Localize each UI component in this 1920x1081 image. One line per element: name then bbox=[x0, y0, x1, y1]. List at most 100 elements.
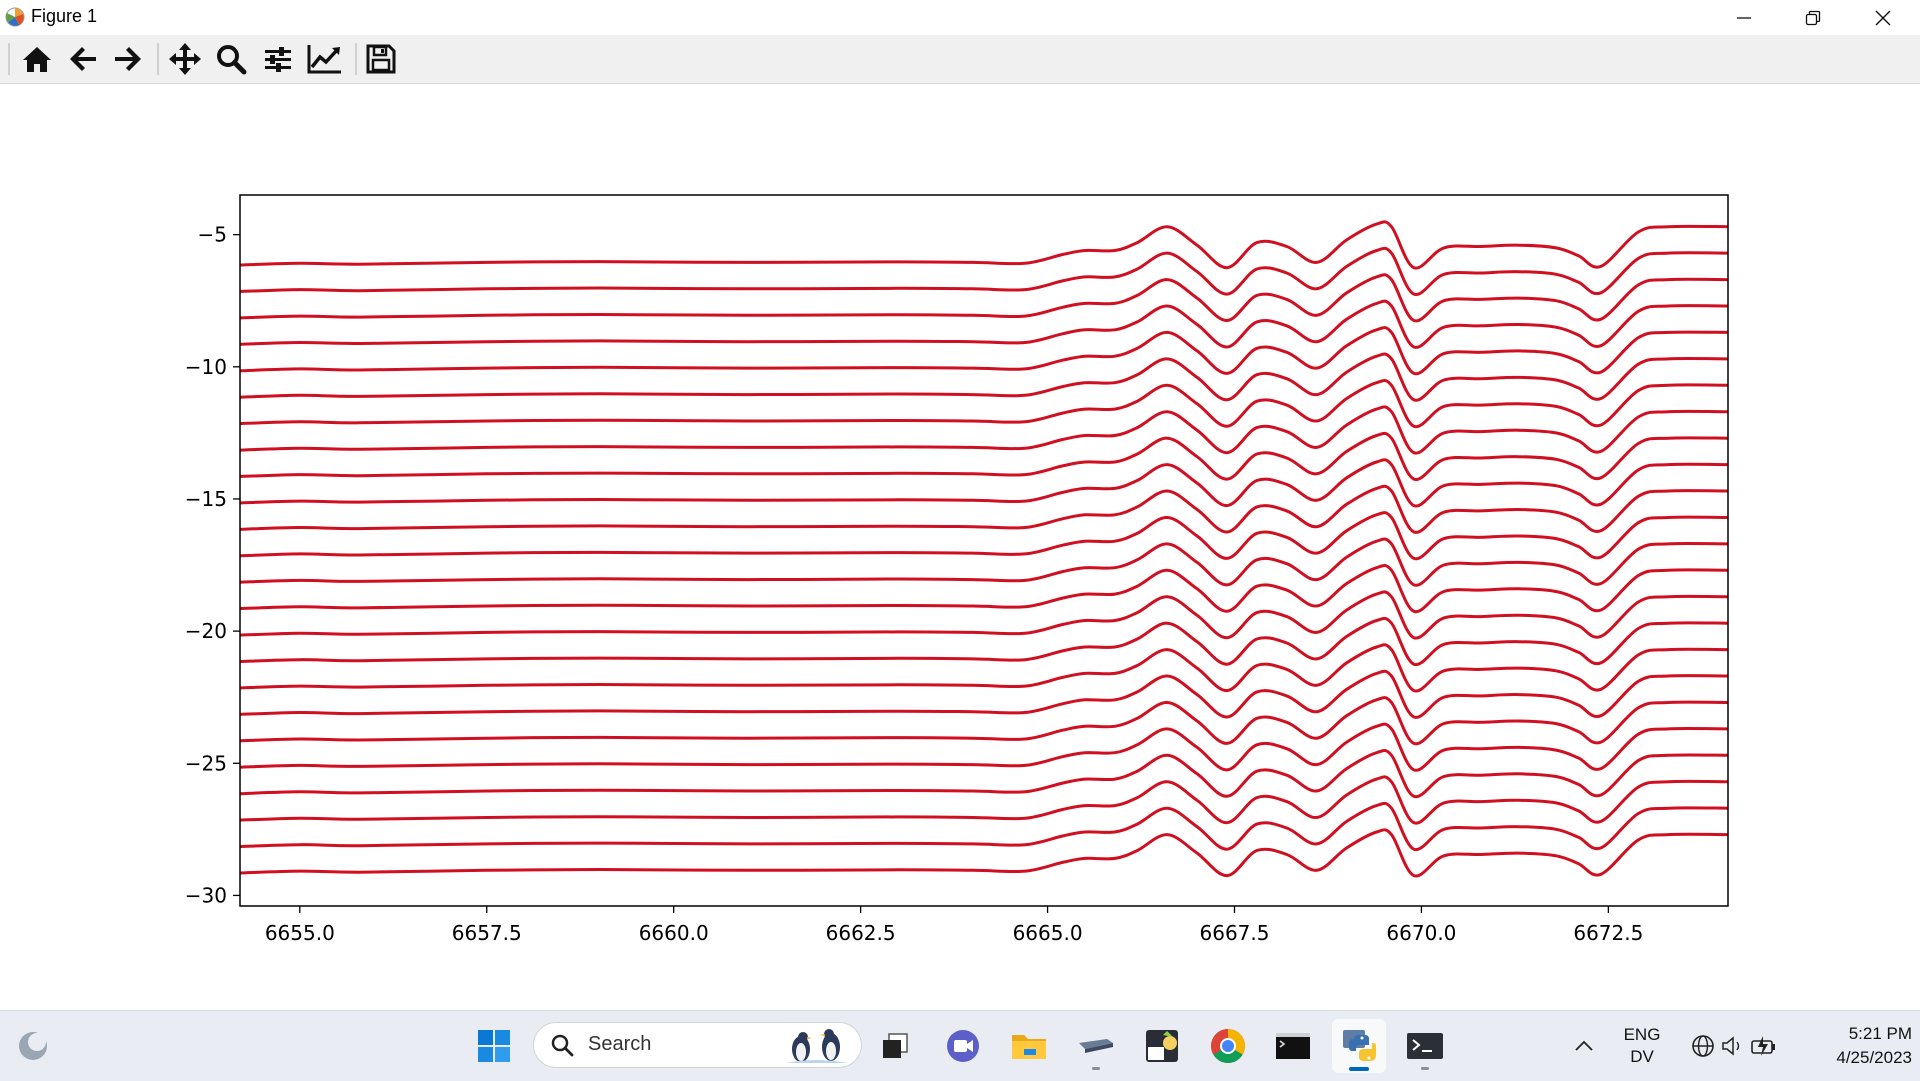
folder-icon bbox=[1012, 1035, 1046, 1059]
taskbar-search[interactable]: Search bbox=[533, 1022, 862, 1068]
language-indicator[interactable]: ENG DV bbox=[1614, 1019, 1670, 1073]
save-button[interactable] bbox=[362, 41, 400, 77]
clock-time: 5:21 PM bbox=[1848, 1024, 1912, 1043]
windows-start-icon bbox=[478, 1030, 510, 1062]
powershell-icon bbox=[1407, 1033, 1443, 1059]
move-icon bbox=[169, 43, 201, 75]
weather-icon bbox=[19, 1032, 47, 1060]
weather-widget[interactable] bbox=[6, 1019, 60, 1073]
running-indicator bbox=[1092, 1067, 1100, 1070]
task-view-icon bbox=[883, 1033, 908, 1058]
edit-axis-button[interactable] bbox=[306, 41, 344, 77]
chrome-button[interactable] bbox=[1201, 1019, 1255, 1073]
figure-canvas[interactable]: 6655.0 6657.5 6660.0 6662.5 6665.0 6667.5 6670… bbox=[0, 84, 1920, 1010]
start-button[interactable] bbox=[467, 1019, 521, 1073]
meet-button[interactable] bbox=[936, 1019, 990, 1073]
task-view-button[interactable] bbox=[868, 1019, 922, 1073]
x-tick-label: 6660.0 bbox=[639, 921, 709, 945]
chrome-icon bbox=[1211, 1029, 1245, 1063]
series-line-6 bbox=[239, 352, 1729, 402]
command-prompt-button[interactable] bbox=[1266, 1019, 1320, 1073]
keyboard-layout: DV bbox=[1630, 1047, 1654, 1066]
volume-icon bbox=[1722, 1036, 1740, 1056]
series-line-10 bbox=[239, 458, 1729, 508]
y-axis: −5 −10 −15 −20 −25 −30 bbox=[185, 223, 240, 907]
floppy-disk-icon bbox=[366, 44, 396, 74]
series-line-19 bbox=[239, 696, 1729, 746]
line-chart-icon bbox=[307, 45, 341, 74]
series-line-12 bbox=[239, 511, 1729, 561]
remote-desktop-button[interactable] bbox=[1069, 1019, 1123, 1073]
running-indicator bbox=[1421, 1067, 1429, 1070]
restore-icon bbox=[1805, 10, 1821, 25]
clock-date: 4/25/2023 bbox=[1836, 1048, 1912, 1067]
x-tick-label: 6662.5 bbox=[826, 921, 896, 945]
series-line-13 bbox=[239, 537, 1729, 587]
y-tick-label: −20 bbox=[185, 619, 227, 643]
series-lines bbox=[239, 220, 1729, 878]
quick-settings-button[interactable] bbox=[1680, 1019, 1788, 1073]
notepad-plus-button[interactable] bbox=[1135, 1019, 1189, 1073]
close-icon bbox=[1875, 10, 1891, 25]
magnifier-icon bbox=[217, 45, 247, 75]
matplotlib-app-icon bbox=[5, 7, 25, 27]
show-hidden-icons-button[interactable] bbox=[1558, 1019, 1610, 1073]
series-line-9 bbox=[239, 431, 1729, 481]
pan-button[interactable] bbox=[166, 41, 204, 77]
chevron-up-icon bbox=[1575, 1040, 1593, 1051]
minimize-button[interactable] bbox=[1710, 0, 1778, 35]
axes-frame bbox=[239, 194, 1729, 907]
series-line-7 bbox=[239, 378, 1729, 429]
y-tick-label: −30 bbox=[185, 883, 227, 907]
search-placeholder: Search bbox=[588, 1033, 652, 1055]
series-line-8 bbox=[239, 405, 1729, 455]
toolbar-separator bbox=[355, 43, 357, 75]
battery-charging-icon bbox=[1751, 1036, 1775, 1056]
configure-subplots-button[interactable] bbox=[259, 41, 297, 77]
x-axis: 6655.0 6657.5 6660.0 6662.5 6665.0 6667.5 6670… bbox=[265, 906, 1643, 945]
series-line-11 bbox=[239, 484, 1729, 534]
series-line-2 bbox=[239, 246, 1729, 296]
x-tick-label: 6670.0 bbox=[1386, 921, 1456, 945]
x-tick-label: 6657.5 bbox=[452, 921, 522, 945]
series-line-22 bbox=[239, 775, 1729, 825]
close-button[interactable] bbox=[1849, 0, 1917, 35]
title-bar: Figure 1 bbox=[0, 0, 1920, 35]
toolbar-separator bbox=[157, 43, 159, 75]
x-tick-label: 6665.0 bbox=[1013, 921, 1083, 945]
y-tick-label: −15 bbox=[185, 487, 227, 511]
arrow-left-icon bbox=[70, 47, 96, 71]
back-button[interactable] bbox=[64, 41, 102, 77]
search-icon bbox=[551, 1034, 574, 1057]
python-button[interactable] bbox=[1332, 1019, 1386, 1073]
series-line-21 bbox=[239, 748, 1729, 799]
network-globe-icon bbox=[1692, 1035, 1714, 1057]
sliders-icon bbox=[265, 47, 291, 72]
penguins-illustration-icon bbox=[786, 1029, 848, 1063]
restore-button[interactable] bbox=[1779, 0, 1847, 35]
python-icon bbox=[1343, 1030, 1376, 1061]
window-title: Figure 1 bbox=[31, 6, 98, 26]
home-button[interactable] bbox=[18, 41, 56, 77]
x-tick-label: 6672.5 bbox=[1573, 921, 1643, 945]
x-tick-label: 6655.0 bbox=[265, 921, 335, 945]
forward-button[interactable] bbox=[109, 41, 147, 77]
line-plot: 6655.0 6657.5 6660.0 6662.5 6665.0 6667.5 6670… bbox=[185, 194, 1729, 945]
powershell-button[interactable] bbox=[1398, 1019, 1452, 1073]
series-line-17 bbox=[239, 643, 1729, 693]
x-tick-label: 6667.5 bbox=[1200, 921, 1270, 945]
series-line-20 bbox=[239, 722, 1729, 772]
y-tick-label: −25 bbox=[185, 751, 227, 775]
file-explorer-button[interactable] bbox=[1002, 1019, 1056, 1073]
active-indicator bbox=[1349, 1067, 1369, 1071]
navigation-toolbar bbox=[0, 35, 1920, 84]
projector-icon bbox=[1079, 1039, 1113, 1053]
y-tick-label: −5 bbox=[198, 223, 227, 247]
taskbar: Search bbox=[0, 1010, 1920, 1081]
series-line-15 bbox=[239, 590, 1729, 640]
zoom-button[interactable] bbox=[212, 41, 250, 77]
arrow-right-icon bbox=[115, 47, 141, 71]
series-line-3 bbox=[239, 273, 1729, 323]
toolbar-separator bbox=[8, 43, 10, 75]
clock-button[interactable]: 5:21 PM 4/25/2023 bbox=[1796, 1019, 1912, 1073]
